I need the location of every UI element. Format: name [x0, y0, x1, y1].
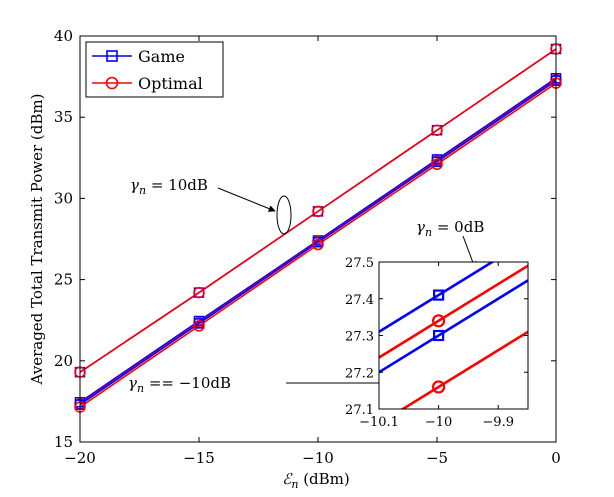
inset-background — [379, 262, 528, 409]
y-tick-label-3: 30 — [54, 189, 73, 207]
inset-x-tick-label-1: −10 — [425, 415, 452, 430]
inset-line-game-0 — [379, 262, 495, 333]
series-line-game-4 — [80, 79, 556, 406]
inset-point-optimal-1 — [432, 314, 446, 328]
y-axis-label: Averaged Total Transmit Power (dBm) — [28, 94, 46, 386]
x-tick-label-3: −5 — [426, 449, 448, 467]
legend-optimal-label: Optimal — [138, 74, 203, 93]
legend-game-label: Game — [138, 47, 185, 66]
x-axis-label: ℰn (dBm) — [282, 470, 350, 491]
x-tick-label-2: −10 — [302, 449, 334, 467]
annotation-gamma-minus10db: γn == −10dB — [128, 374, 231, 395]
legend-optimal-circle-icon — [105, 76, 119, 90]
y-tick-label-2: 25 — [54, 271, 73, 289]
x-tick-label-1: −15 — [183, 449, 215, 467]
inset-point-optimal-3 — [432, 380, 446, 394]
inset-markers-group — [432, 289, 446, 394]
annotation-gamma-10db: γn = 10dB — [130, 176, 208, 197]
inset-point-game-0 — [433, 289, 445, 301]
inset-y-tick-label-3: 27.4 — [345, 293, 374, 308]
point-optimal-5-1 — [193, 320, 205, 332]
inset-y-ticks: 27.1 27.2 27.3 27.4 27.5 — [345, 256, 528, 418]
inset-point-game-2 — [433, 329, 445, 342]
inset-x-tick-label-0: −10.1 — [359, 415, 399, 430]
legend: Game Optimal — [85, 41, 224, 98]
inset-x-tick-label-2: −9.9 — [482, 415, 514, 430]
point-optimal-5-2 — [312, 238, 324, 251]
main-x-ticks: −20 −15 −10 −5 0 — [64, 36, 561, 467]
point-optimal-1-1 — [193, 286, 205, 299]
inset-plot: −10.1 −10 −9.9 27.1 27.2 27.3 27.4 27.5 — [345, 256, 529, 430]
inset-y-tick-label-1: 27.2 — [345, 366, 374, 381]
point-optimal-1-2 — [312, 205, 324, 218]
main-plot: −20 −15 −10 −5 0 15 20 25 30 35 40 — [54, 27, 562, 467]
inset-series-group — [379, 262, 528, 409]
series-line-optimal-1 — [80, 48, 556, 373]
point-optimal-5-3 — [431, 158, 443, 171]
y-tick-label-1: 20 — [54, 352, 73, 370]
y-tick-label-0: 15 — [54, 433, 73, 451]
point-optimal-1-3 — [431, 124, 443, 136]
annotation-gamma-0db: γn = 0dB — [416, 218, 484, 239]
main-y-ticks: 15 20 25 30 35 40 — [54, 27, 556, 451]
y-tick-label-4: 35 — [54, 108, 73, 126]
inset-line-optimal-1 — [379, 264, 528, 359]
series-line-game-2 — [80, 77, 556, 403]
legend-game-square-icon — [106, 50, 118, 62]
y-tick-label-5: 40 — [54, 27, 73, 45]
inset-line-game-2 — [379, 279, 528, 374]
inset-y-tick-label-2: 27.3 — [345, 330, 374, 345]
inset-x-ticks: −10.1 −10 −9.9 — [359, 262, 514, 430]
x-tick-label-4: 0 — [551, 449, 561, 467]
inset-line-optimal-3 — [400, 330, 528, 409]
annotations: γn = 10dB γn = 0dB γn == −10dB — [128, 176, 485, 395]
annotation-arrow-10db — [217, 187, 276, 212]
x-tick-label-0: −20 — [64, 449, 96, 467]
annotation-ellipse-10db — [276, 195, 292, 235]
inset-y-tick-label-0: 27.1 — [345, 403, 374, 418]
inset-y-tick-label-4: 27.5 — [345, 256, 374, 271]
